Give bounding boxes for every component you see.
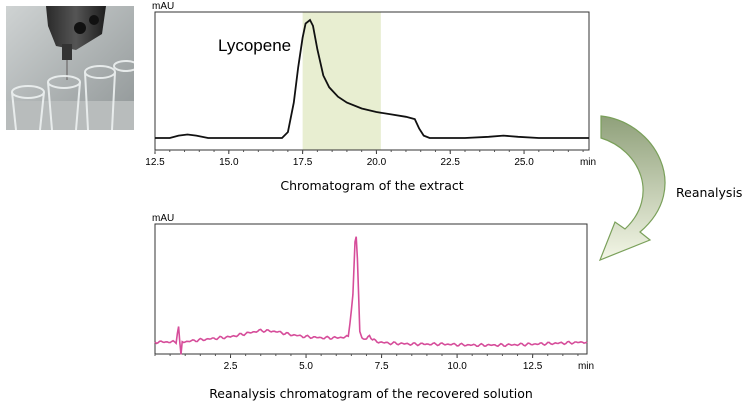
- x-tick-label: 7.5: [375, 361, 389, 372]
- fraction-collector-icon: [6, 6, 134, 130]
- x-tick-label: 25.0: [514, 157, 534, 168]
- x-tick-label: 15.0: [219, 157, 239, 168]
- chart-caption: Reanalysis chromatogram of the recovered…: [209, 386, 533, 401]
- x-tick-label: 2.5: [224, 361, 238, 372]
- lycopene-fraction-highlight: [302, 12, 381, 150]
- series-line: [154, 236, 588, 355]
- x-axis-ticks: 12.5 15.0 17.5 20.0 22.5 25.0 min: [145, 150, 596, 168]
- reanalysis-chromatogram: mAU 2.5 5.0 7.5 10.0 12.5 min Reanalysis chro…: [152, 213, 594, 401]
- reanalysis-label: Reanalysis: [676, 185, 742, 200]
- x-tick-label: 12.5: [145, 157, 165, 168]
- y-axis-label: mAU: [152, 213, 174, 224]
- x-tick-label: 20.0: [367, 157, 387, 168]
- extract-chromatogram: mAU 12.5 15.0 17.5 20.0 22.5 25.0 min Lycopene…: [145, 1, 596, 193]
- x-axis-ticks: 2.5 5.0 7.5 10.0 12.5 min: [154, 354, 594, 372]
- reanalysis-arrow-icon: [598, 115, 666, 262]
- chart-caption: Chromatogram of the extract: [280, 178, 463, 193]
- x-tick-label: 5.0: [299, 361, 313, 372]
- y-axis-label: mAU: [152, 1, 174, 12]
- plot-frame: [154, 223, 588, 355]
- x-tick-label: 10.0: [447, 361, 467, 372]
- x-axis-unit: min: [578, 361, 594, 372]
- x-tick-label: 17.5: [293, 157, 313, 168]
- x-axis-unit: min: [580, 157, 596, 168]
- peak-annotation: Lycopene: [218, 36, 291, 55]
- x-tick-label: 22.5: [441, 157, 461, 168]
- fraction-collector-photo: [6, 6, 134, 130]
- plot-frame: [154, 11, 590, 151]
- x-tick-label: 12.5: [523, 361, 543, 372]
- series-line: [155, 18, 589, 139]
